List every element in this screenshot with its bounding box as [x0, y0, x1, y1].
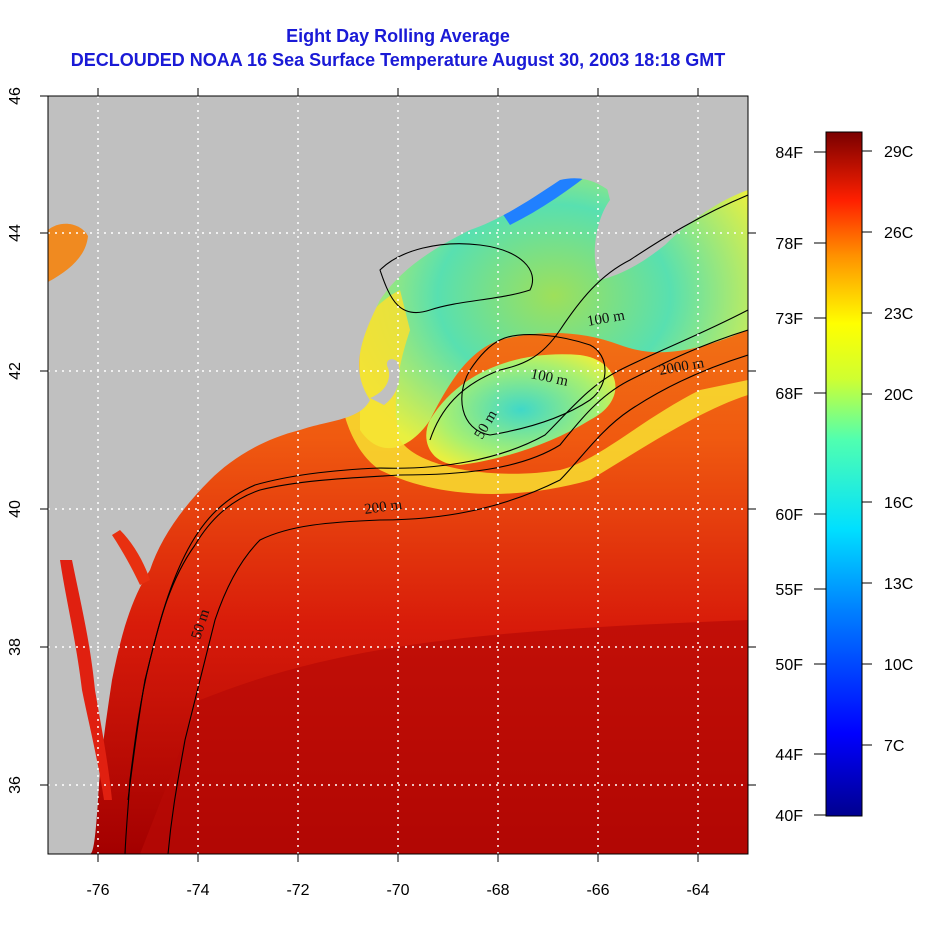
- bathymetry-contours: [124, 194, 748, 854]
- fahrenheit-label: 44F: [775, 747, 803, 764]
- celsius-label: 7C: [884, 738, 904, 755]
- contour-50m: [127, 309, 748, 801]
- transition-zone: [339, 290, 748, 494]
- delaware-bay: [112, 530, 150, 585]
- fahrenheit-label: 73F: [775, 311, 803, 328]
- lon-label: -66: [586, 882, 609, 899]
- fahrenheit-label: 78F: [775, 236, 803, 253]
- celsius-label: 26C: [884, 225, 913, 242]
- chesapeake-bay: [60, 560, 112, 800]
- contour-2000m: [167, 354, 748, 854]
- fahrenheit-label: 50F: [775, 657, 803, 674]
- lat-label: 38: [7, 638, 24, 656]
- fahrenheit-label: 84F: [775, 145, 803, 162]
- lat-label: 44: [7, 224, 24, 242]
- fahrenheit-label: 60F: [775, 507, 803, 524]
- nova-scotia: [594, 120, 748, 280]
- map-title: Eight Day Rolling Average: [286, 26, 510, 46]
- lat-lon-grid: [48, 96, 748, 854]
- celsius-label: 13C: [884, 576, 913, 593]
- lat-label: 40: [7, 500, 24, 518]
- contour-georges-bank: [461, 334, 606, 436]
- fahrenheit-label: 68F: [775, 386, 803, 403]
- fahrenheit-label: 40F: [775, 808, 803, 825]
- map-subtitle: DECLOUDED NOAA 16 Sea Surface Temperatur…: [70, 50, 726, 70]
- x-axis-ticks: [97, 88, 699, 862]
- lon-label: -76: [86, 882, 109, 899]
- lon-label: -64: [686, 882, 709, 899]
- bay-of-fundy-cold-water: [500, 164, 600, 225]
- sst-image: 50 m 100 m 200 m 2000 m 100 m 50 m: [48, 96, 748, 854]
- colorbar: [825, 131, 863, 817]
- lat-label: 42: [7, 362, 24, 380]
- lon-label: -70: [386, 882, 409, 899]
- lon-label: -68: [486, 882, 509, 899]
- celsius-label: 29C: [884, 144, 913, 161]
- fahrenheit-label: 55F: [775, 582, 803, 599]
- y-axis-ticks: [40, 95, 756, 786]
- contour-200m: [124, 329, 748, 854]
- land-mass: [48, 96, 748, 854]
- gulf-stream-warm-core: [140, 620, 748, 854]
- contour-label-100m-georges: 100 m: [529, 366, 570, 390]
- celsius-ticks: [862, 150, 872, 746]
- fahrenheit-ticks: [814, 151, 826, 816]
- contour-label-100m-north: 100 m: [586, 308, 626, 330]
- celsius-label: 20C: [884, 387, 913, 404]
- celsius-label: 16C: [884, 495, 913, 512]
- lon-label: -72: [286, 882, 309, 899]
- lon-label: -74: [186, 882, 209, 899]
- lake-ontario: [48, 223, 88, 282]
- celsius-label: 23C: [884, 306, 913, 323]
- contour-gulf-basin: [379, 243, 534, 314]
- contour-label-2000m: 2000 m: [658, 355, 706, 379]
- celsius-label: 10C: [884, 657, 913, 674]
- lat-label: 46: [7, 87, 24, 105]
- contour-100m-north: [429, 194, 748, 441]
- georges-bank-cool-water: [426, 354, 616, 465]
- lat-label: 36: [7, 776, 24, 794]
- contour-label-200m: 200 m: [363, 497, 403, 518]
